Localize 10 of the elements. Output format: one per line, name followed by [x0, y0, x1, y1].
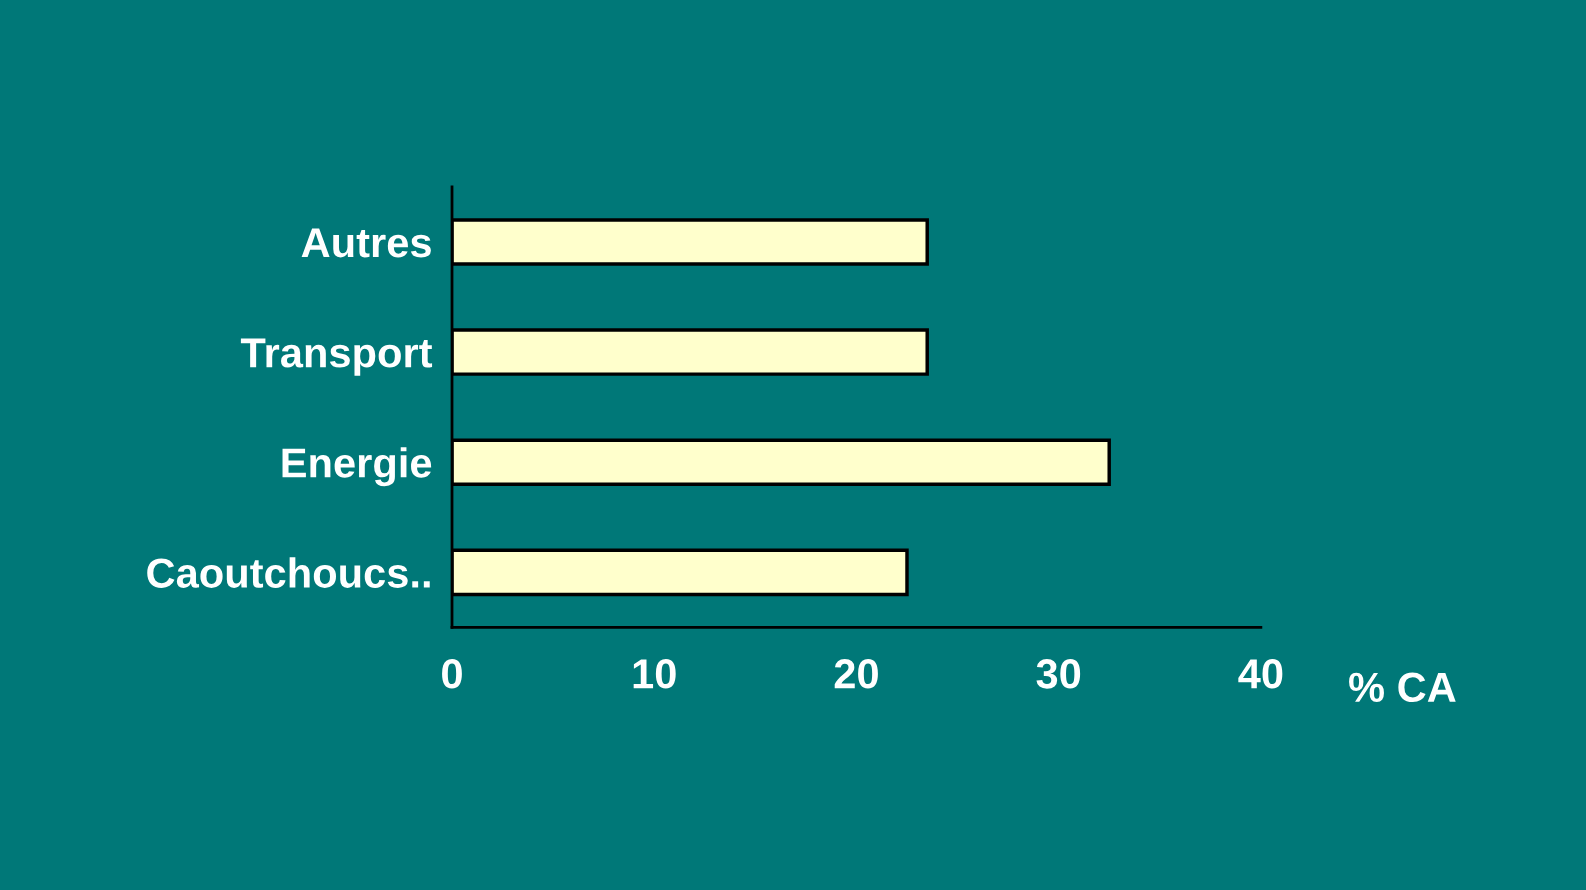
y-tick-label: Energie — [282, 447, 432, 487]
x-tick-label: 20 — [834, 659, 878, 689]
y-tick-label: Autres — [301, 228, 431, 258]
x-axis-title: % CA — [1349, 672, 1456, 703]
y-tick-label: Caoutchoucs.. — [147, 557, 430, 588]
x-tick-label: 10 — [633, 659, 676, 689]
x-tick-label: 40 — [1238, 659, 1283, 689]
x-tick-label: 0 — [442, 659, 462, 689]
y-tick-label: Transport — [240, 338, 433, 376]
x-tick-label: 30 — [1036, 659, 1081, 689]
